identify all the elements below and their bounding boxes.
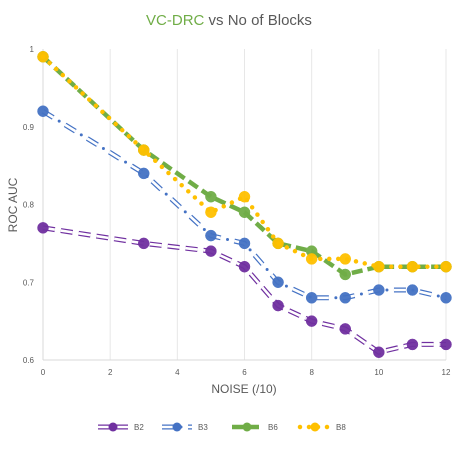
data-point-B2 xyxy=(305,315,318,327)
axes: 0 2 4 6 8 10 12 0.6 0.7 0.8 0.9 1 xyxy=(23,45,451,377)
series-line-dash xyxy=(41,55,446,277)
data-point-B2 xyxy=(205,245,217,257)
data-point-B3 xyxy=(440,292,452,304)
data-point-B3 xyxy=(238,237,251,250)
x-tick-label: 10 xyxy=(374,368,383,377)
x-tick-label: 2 xyxy=(108,368,113,377)
data-point-B2 xyxy=(406,338,419,351)
y-axis-label: ROC AUC xyxy=(6,177,20,232)
data-point-B6 xyxy=(238,206,251,219)
data-point-B8 xyxy=(305,253,318,265)
series-line-inner xyxy=(42,110,447,300)
legend-item-B3: B3 xyxy=(160,422,208,432)
data-point-B8 xyxy=(205,206,217,219)
legend-item-B2: B2 xyxy=(98,422,144,432)
data-point-B3 xyxy=(37,105,49,117)
chart-title-part1: VC-DRC xyxy=(146,12,204,29)
legend-label-B8: B8 xyxy=(336,423,346,432)
data-point-B3 xyxy=(406,284,419,296)
series-line-B2 xyxy=(42,225,446,355)
x-axis-label: NOISE (/10) xyxy=(211,382,276,396)
legend-marker-B6 xyxy=(242,422,252,432)
data-point-B8 xyxy=(406,260,419,273)
data-point-B8 xyxy=(339,253,351,265)
x-tick-label: 8 xyxy=(309,368,314,377)
data-point-B8 xyxy=(440,260,452,273)
legend-marker-B3 xyxy=(172,422,182,432)
data-point-B3 xyxy=(138,167,150,180)
data-point-B8 xyxy=(373,260,385,273)
data-point-B2 xyxy=(440,338,452,351)
y-tick-label: 0.8 xyxy=(23,201,35,210)
data-point-B2 xyxy=(339,323,351,335)
data-point-B8 xyxy=(272,237,284,250)
data-point-B8 xyxy=(238,190,251,203)
series-line-inner xyxy=(42,226,446,354)
x-tick-label: 0 xyxy=(41,368,46,377)
data-point-B2 xyxy=(37,222,49,234)
data-point-B2 xyxy=(138,237,150,250)
legend-marker-B8 xyxy=(310,422,320,432)
legend-label-B2: B2 xyxy=(134,423,144,432)
x-tick-label: 4 xyxy=(175,368,180,377)
legend-item-B6: B6 xyxy=(232,422,278,432)
data-point-B2 xyxy=(238,260,251,273)
legend-item-B8: B8 xyxy=(297,422,346,432)
data-point-B8 xyxy=(138,144,150,156)
legend-label-B6: B6 xyxy=(268,423,278,432)
legend-label-B3: B3 xyxy=(198,423,208,432)
data-point-B3 xyxy=(272,276,284,288)
y-tick-label: 0.7 xyxy=(23,278,35,287)
y-tick-label: 0.6 xyxy=(23,356,35,365)
legend: B2 B3 B6 B8 xyxy=(98,422,346,432)
series-line-B6 xyxy=(41,55,446,277)
chart-title-part2: vs No of Blocks xyxy=(204,12,312,29)
data-point-B2 xyxy=(272,299,284,312)
data-point-B3 xyxy=(205,229,217,242)
series-line-dots xyxy=(40,54,449,269)
data-point-B2 xyxy=(373,346,385,358)
data-point-B3 xyxy=(305,292,318,304)
x-tick-label: 12 xyxy=(442,368,451,377)
chart-title: VC-DRC vs No of Blocks xyxy=(146,12,312,29)
x-tick-label: 6 xyxy=(242,368,247,377)
data-point-B8 xyxy=(37,51,49,63)
legend-marker-B2 xyxy=(108,422,118,432)
series-line-B3 xyxy=(41,109,448,301)
series-group xyxy=(37,51,452,358)
y-tick-label: 0.9 xyxy=(23,123,35,132)
data-point-B3 xyxy=(339,292,351,304)
data-point-B6 xyxy=(205,190,217,203)
data-point-B6 xyxy=(339,268,351,281)
y-tick-label: 1 xyxy=(30,45,35,54)
data-point-B3 xyxy=(373,284,385,296)
series-line-B8 xyxy=(40,54,449,269)
